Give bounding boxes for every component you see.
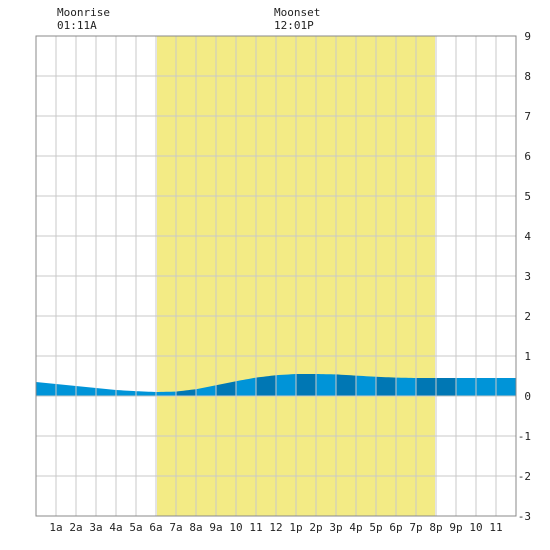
tide-area-segment — [236, 377, 256, 396]
x-tick-label: 4p — [349, 521, 362, 534]
tide-area-segment — [296, 374, 316, 396]
tide-area-segment — [456, 378, 476, 396]
tide-area-segment — [36, 382, 56, 396]
tide-area-segment — [196, 385, 216, 396]
x-tick-label: 6p — [389, 521, 402, 534]
tide-area-segment — [476, 378, 496, 396]
x-tick-label: 3a — [89, 521, 102, 534]
y-tick-label: -3 — [518, 510, 531, 523]
y-tick-label: 9 — [524, 30, 531, 43]
y-tick-label: -1 — [518, 430, 531, 443]
y-tick-label: 6 — [524, 150, 531, 163]
tide-area-segment — [376, 376, 396, 396]
tide-area-segment — [56, 384, 76, 396]
moonset-time: 12:01P — [274, 19, 314, 32]
x-tick-label: 7a — [169, 521, 182, 534]
x-tick-label: 8a — [189, 521, 202, 534]
x-tick-label: 4a — [109, 521, 122, 534]
moonrise-label: Moonrise — [57, 6, 110, 19]
tide-area-segment — [276, 374, 296, 396]
tide-area-segment — [336, 374, 356, 396]
tide-area-segment — [96, 388, 116, 396]
x-tick-label: 12 — [269, 521, 282, 534]
moonset-label: Moonset — [274, 6, 320, 19]
x-tick-label: 5p — [369, 521, 382, 534]
x-tick-label: 11 — [249, 521, 262, 534]
tide-area-segment — [136, 391, 156, 396]
x-tick-label: 7p — [409, 521, 422, 534]
x-tick-label: 2a — [69, 521, 82, 534]
y-tick-label: 3 — [524, 270, 531, 283]
x-tick-label: 8p — [429, 521, 442, 534]
tide-area-segment — [496, 378, 516, 396]
y-tick-label: -2 — [518, 470, 531, 483]
x-tick-label: 10 — [229, 521, 242, 534]
y-tick-label: 0 — [524, 390, 531, 403]
tide-area-segment — [76, 386, 96, 396]
tide-area-segment — [356, 375, 376, 396]
y-tick-label: 4 — [524, 230, 531, 243]
y-tick-label: 2 — [524, 310, 531, 323]
plot-frame — [35, 35, 517, 517]
x-tick-label: 10 — [469, 521, 482, 534]
x-tick-label: 9p — [449, 521, 462, 534]
tide-area-segment — [156, 391, 176, 396]
tide-area-segment — [216, 381, 236, 396]
tide-area-segment — [176, 389, 196, 396]
x-tick-label: 5a — [129, 521, 142, 534]
y-tick-label: 5 — [524, 190, 531, 203]
tide-area-segment — [116, 390, 136, 396]
y-tick-label: 8 — [524, 70, 531, 83]
x-tick-label: 1p — [289, 521, 302, 534]
x-tick-label: 11 — [489, 521, 502, 534]
tide-area-segment — [396, 377, 416, 396]
tide-area-segment — [436, 378, 456, 396]
x-tick-label: 6a — [149, 521, 162, 534]
x-tick-label: 3p — [329, 521, 342, 534]
moonrise-time: 01:11A — [57, 19, 97, 32]
x-tick-label: 1a — [49, 521, 62, 534]
tide-area-segment — [316, 374, 336, 396]
y-tick-label: 1 — [524, 350, 531, 363]
tide-area-segment — [416, 378, 436, 396]
tide-area-segment — [256, 375, 276, 396]
x-tick-label: 9a — [209, 521, 222, 534]
y-tick-label: 7 — [524, 110, 531, 123]
x-tick-label: 2p — [309, 521, 322, 534]
